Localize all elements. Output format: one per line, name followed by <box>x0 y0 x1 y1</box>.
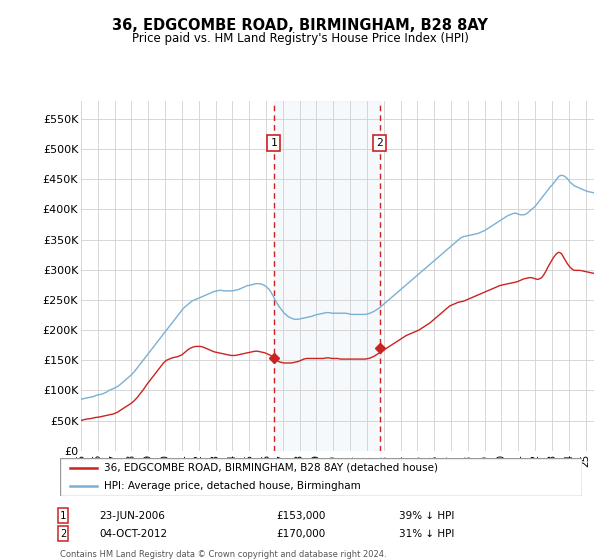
Text: 36, EDGCOMBE ROAD, BIRMINGHAM, B28 8AY (detached house): 36, EDGCOMBE ROAD, BIRMINGHAM, B28 8AY (… <box>104 463 439 473</box>
Text: £170,000: £170,000 <box>276 529 325 539</box>
Text: 36, EDGCOMBE ROAD, BIRMINGHAM, B28 8AY: 36, EDGCOMBE ROAD, BIRMINGHAM, B28 8AY <box>112 18 488 34</box>
Text: Price paid vs. HM Land Registry's House Price Index (HPI): Price paid vs. HM Land Registry's House … <box>131 32 469 45</box>
Bar <box>274 101 380 451</box>
Text: 31% ↓ HPI: 31% ↓ HPI <box>399 529 454 539</box>
Text: 23-JUN-2006: 23-JUN-2006 <box>99 511 165 521</box>
Text: 1: 1 <box>271 138 277 148</box>
Text: Contains HM Land Registry data © Crown copyright and database right 2024.
This d: Contains HM Land Registry data © Crown c… <box>60 550 386 560</box>
Text: 04-OCT-2012: 04-OCT-2012 <box>99 529 167 539</box>
Text: £153,000: £153,000 <box>276 511 325 521</box>
Text: 39% ↓ HPI: 39% ↓ HPI <box>399 511 454 521</box>
Text: 2: 2 <box>376 138 383 148</box>
Text: 1: 1 <box>60 511 66 521</box>
Text: HPI: Average price, detached house, Birmingham: HPI: Average price, detached house, Birm… <box>104 481 361 491</box>
Text: 2: 2 <box>60 529 66 539</box>
